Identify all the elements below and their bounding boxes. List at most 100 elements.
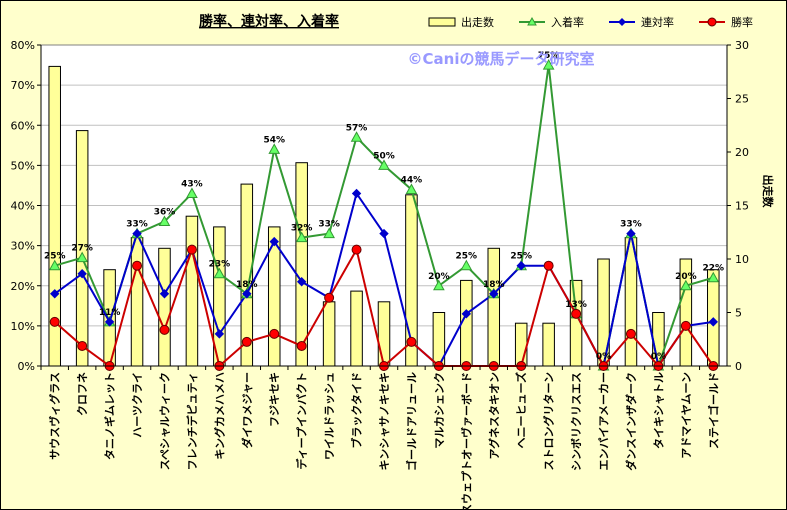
data-label: 27% xyxy=(71,244,93,254)
data-point xyxy=(241,336,252,347)
data-point xyxy=(379,228,389,239)
legend-swatch xyxy=(428,17,456,27)
bar xyxy=(377,301,391,367)
data-label: 25% xyxy=(510,252,532,262)
category-label: ダイワメジャー xyxy=(240,372,254,448)
category-label: キングカメハメハ xyxy=(212,372,226,460)
data-point xyxy=(350,131,363,142)
data-label: 54% xyxy=(263,135,285,145)
category-label: ディープインパクト xyxy=(295,372,309,470)
watermark-text: ©Caniの競馬データ研究室 xyxy=(408,50,595,68)
category-label: マルカシェンク xyxy=(433,372,446,449)
data-label: 23% xyxy=(209,260,231,270)
data-label: 75% xyxy=(538,51,560,61)
data-point xyxy=(680,320,691,331)
category-label: フジキセキ xyxy=(268,372,281,427)
category-label: アグネスタキオン xyxy=(487,372,501,459)
data-point xyxy=(132,228,142,239)
category-label: クロフネ xyxy=(76,372,89,416)
legend-label: 出走数 xyxy=(461,15,494,29)
bar xyxy=(185,215,199,367)
data-point xyxy=(626,228,636,239)
category-label: スウェプトオーヴァーボード xyxy=(459,372,473,509)
data-point xyxy=(461,309,472,319)
data-point xyxy=(269,328,280,339)
category-label: ブラックタイド xyxy=(350,372,364,449)
category-label: キンシャサノキセキ xyxy=(378,372,391,470)
category-label: シンボリクリスエス xyxy=(569,372,583,471)
right-tick-label: 20 xyxy=(735,146,749,159)
data-label: 18% xyxy=(483,280,505,290)
data-point xyxy=(295,231,308,243)
bar xyxy=(514,322,528,367)
category-label: エンパイアメーカー xyxy=(598,372,611,470)
data-point xyxy=(268,143,281,154)
data-point xyxy=(132,260,143,271)
category-label: ヘニーヒューズ xyxy=(514,372,528,448)
category-label: ステイゴールド xyxy=(706,372,720,449)
chart-title: 勝率、連対率、入着率 xyxy=(199,13,339,30)
category-label: ゴールドアリュール xyxy=(404,372,418,471)
category-label: ワイルドラッシュ xyxy=(323,372,336,460)
bar xyxy=(295,162,308,367)
data-point xyxy=(77,340,88,351)
data-point xyxy=(324,292,335,303)
data-label: 25% xyxy=(456,252,478,262)
data-point xyxy=(460,259,473,271)
data-label: 43% xyxy=(181,179,203,189)
data-point xyxy=(50,289,60,299)
category-label: スペシャルウィーク xyxy=(158,372,171,470)
legend-marker xyxy=(707,17,717,27)
data-label: 33% xyxy=(126,220,148,230)
data-point xyxy=(159,289,170,299)
data-label: 18% xyxy=(236,280,258,290)
data-point xyxy=(48,259,61,271)
right-tick-label: 5 xyxy=(735,307,742,320)
data-point xyxy=(186,187,198,198)
right-tick-label: 30 xyxy=(735,39,749,52)
data-point xyxy=(76,251,89,263)
data-point xyxy=(378,159,390,170)
left-tick-label: 70% xyxy=(11,79,35,92)
data-point xyxy=(708,317,718,327)
legend-marker xyxy=(527,16,537,26)
category-label: ダンスインザダーク xyxy=(624,372,638,471)
data-point xyxy=(296,277,307,287)
data-point xyxy=(543,260,554,271)
data-point xyxy=(77,269,87,279)
right-tick-label: 10 xyxy=(735,253,749,266)
data-label: 13% xyxy=(565,300,587,310)
data-point xyxy=(104,317,115,327)
data-point xyxy=(214,329,225,339)
bar xyxy=(322,301,336,367)
data-point xyxy=(516,260,526,271)
legend-label: 連対率 xyxy=(641,15,674,29)
category-label: タニノギムレット xyxy=(103,372,117,460)
left-tick-label: 50% xyxy=(11,159,35,172)
data-label: 0% xyxy=(651,352,666,362)
bar xyxy=(542,322,555,367)
data-label: 33% xyxy=(620,220,642,230)
data-label: 0% xyxy=(596,352,611,362)
data-label: 57% xyxy=(346,123,368,133)
bar xyxy=(350,290,363,367)
right-tick-label: 0 xyxy=(735,360,742,373)
left-tick-label: 80% xyxy=(11,39,35,52)
data-point xyxy=(159,324,170,335)
left-tick-label: 40% xyxy=(11,200,35,213)
data-point xyxy=(351,244,362,255)
right-tick-label: 15 xyxy=(735,200,749,213)
data-point xyxy=(571,308,582,319)
data-point xyxy=(213,267,226,279)
legend-label: 入着率 xyxy=(551,15,584,29)
data-label: 32% xyxy=(291,224,313,234)
data-point xyxy=(323,227,335,239)
bar xyxy=(130,237,144,367)
data-point xyxy=(405,183,418,194)
category-label: フレンチデピュティ xyxy=(185,372,199,470)
right-tick-label: 25 xyxy=(735,93,749,106)
data-label: 36% xyxy=(154,208,176,218)
right-axis-label: 出走数 xyxy=(761,175,775,209)
